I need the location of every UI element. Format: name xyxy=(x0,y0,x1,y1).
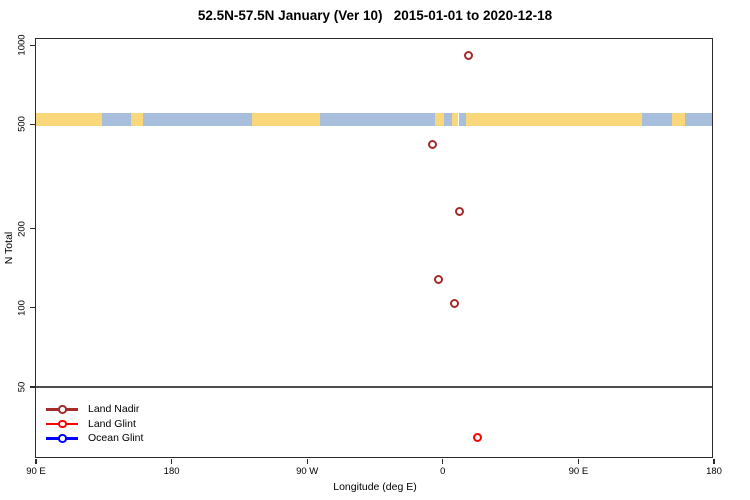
y-tick-label: 200 xyxy=(16,220,28,237)
legend-entry-land-nadir: Land Nadir xyxy=(44,402,244,417)
data-point-land-nadir xyxy=(454,207,464,217)
data-point-land-nadir xyxy=(450,298,460,308)
y-tick-label: 1000 xyxy=(16,34,28,56)
y-tick-label: 100 xyxy=(16,299,28,316)
legend: Land Nadir Land Glint Ocean Glint xyxy=(44,402,244,446)
x-tick-label: 90 E xyxy=(26,466,46,477)
legend-label: Land Glint xyxy=(88,417,136,430)
x-tick-label: 180 xyxy=(706,466,722,477)
map-band-segment-ocean xyxy=(101,113,131,126)
legend-label: Ocean Glint xyxy=(88,432,144,444)
y-tick-mark xyxy=(30,228,36,230)
data-point-land-nadir xyxy=(463,50,473,60)
map-band-segment-land xyxy=(451,113,459,126)
y-tick-mark xyxy=(30,44,36,46)
map-band-segment-ocean xyxy=(458,113,466,126)
chart-title: 52.5N-57.5N January (Ver 10) 2015-01-01 … xyxy=(197,8,553,23)
map-band-segment-land xyxy=(130,113,144,126)
y-axis-title: N Total xyxy=(3,231,15,265)
map-band-segment-ocean xyxy=(642,113,673,126)
x-tick-label: 180 xyxy=(163,466,180,477)
map-band-segment-land xyxy=(36,113,102,126)
map-band-segment-ocean xyxy=(143,113,253,126)
legend-label: Land Nadir xyxy=(88,403,140,415)
x-tick-mark xyxy=(713,459,715,464)
data-point-land-nadir xyxy=(427,139,437,149)
map-band-segment-ocean xyxy=(443,113,452,126)
map-band-segment-land xyxy=(434,113,444,126)
land-ocean-map-band xyxy=(36,113,712,126)
y-tick-mark xyxy=(30,123,36,125)
x-tick-label: 90 E xyxy=(568,466,589,477)
data-point-land-nadir xyxy=(433,275,443,285)
y-tick-mark xyxy=(30,307,36,309)
x-tick-label: 90 W xyxy=(296,466,319,477)
legend-entry-land-glint: Land Glint xyxy=(44,417,244,432)
map-band-segment-land xyxy=(252,113,320,126)
y-tick-label: 500 xyxy=(16,116,28,133)
y-tick-mark xyxy=(30,386,36,388)
plot-area: N Total Longitude (deg E) Land Nadir Lan… xyxy=(3,35,722,493)
x-tick-label: 0 xyxy=(440,466,446,477)
x-tick-mark xyxy=(170,459,173,464)
map-band-segment-land xyxy=(672,113,685,126)
map-band-segment-ocean xyxy=(319,113,435,126)
threshold-line-n50 xyxy=(36,386,712,388)
open-circle-marker-icon xyxy=(58,405,67,414)
y-tick-label: 50 xyxy=(16,381,28,393)
x-tick-mark xyxy=(35,459,37,464)
open-circle-marker-icon xyxy=(58,419,67,428)
map-band-segment-ocean xyxy=(684,113,712,126)
data-point-land-glint xyxy=(472,433,482,443)
x-axis-title: Longitude (deg E) xyxy=(333,481,417,493)
map-band-segment-land xyxy=(465,113,643,126)
open-circle-marker-icon xyxy=(58,434,67,443)
x-tick-mark xyxy=(577,459,580,464)
x-tick-mark xyxy=(306,459,308,464)
x-tick-mark xyxy=(442,459,444,464)
legend-entry-ocean-glint: Ocean Glint xyxy=(44,431,244,446)
